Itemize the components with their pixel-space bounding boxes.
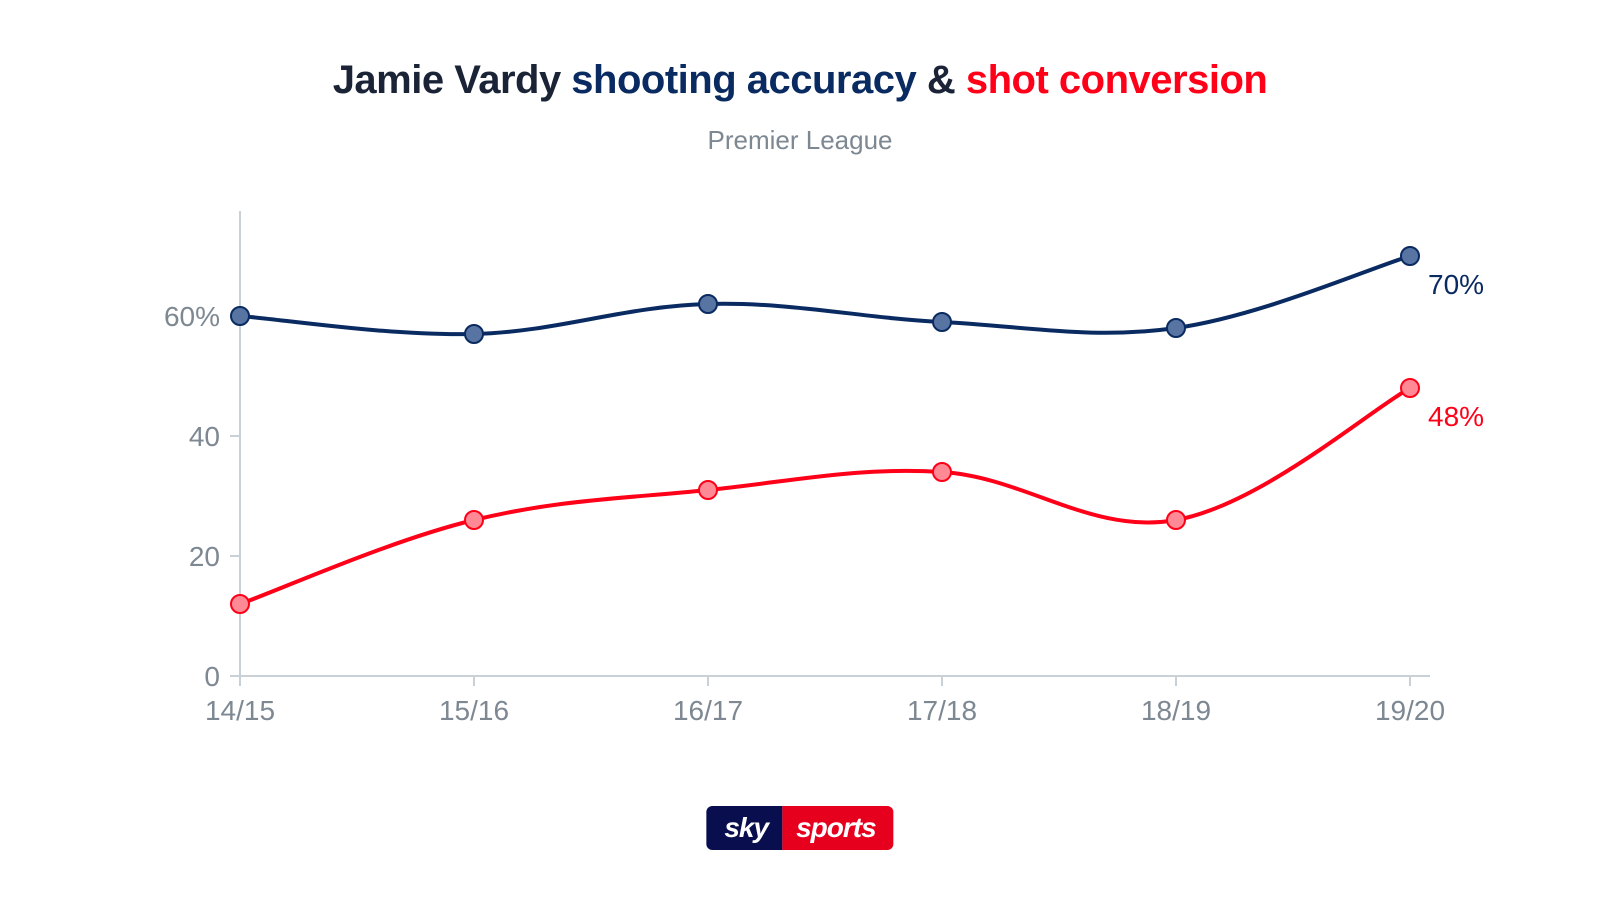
title-segment: shot conversion [966,58,1267,102]
x-tick-label: 18/19 [1141,695,1211,726]
series-marker [933,463,951,481]
chart-svg: 0 20 40 60% 14/15 15/16 16/17 17/18 18/19 19/20 70… [110,196,1490,756]
y-tick-label: 40 [189,421,220,452]
x-tick-label: 15/16 [439,695,509,726]
series-marker [1401,247,1419,265]
series-marker [699,481,717,499]
y-tick-label: 20 [189,541,220,572]
series-marker [231,595,249,613]
series-marker [1167,319,1185,337]
x-tick-label: 16/17 [673,695,743,726]
title-segment: & [927,58,966,102]
x-tick-label: 17/18 [907,695,977,726]
series-line [240,256,1410,334]
series-marker [1167,511,1185,529]
chart-area: 0 20 40 60% 14/15 15/16 16/17 17/18 18/19 19/20 70… [110,196,1490,756]
series-marker [465,511,483,529]
series-marker [231,307,249,325]
y-tick-label: 60% [164,301,220,332]
x-tick-label: 14/15 [205,695,275,726]
series-marker [1401,379,1419,397]
chart-title: Jamie Vardy shooting accuracy & shot con… [333,58,1268,103]
chart-container: Jamie Vardy shooting accuracy & shot con… [0,0,1600,900]
series-line [240,388,1410,604]
sky-sports-logo: sky sports [706,806,893,850]
series-marker [465,325,483,343]
logo-sports: sports [782,806,894,850]
title-segment: Jamie Vardy [333,58,572,102]
series-end-label: 48% [1428,401,1484,432]
title-segment: shooting accuracy [571,58,927,102]
logo-sky: sky [706,806,782,850]
series-marker [933,313,951,331]
y-tick-label: 0 [204,661,220,692]
series-marker [699,295,717,313]
chart-subtitle: Premier League [708,125,893,156]
x-tick-label: 19/20 [1375,695,1445,726]
series-end-label: 70% [1428,269,1484,300]
